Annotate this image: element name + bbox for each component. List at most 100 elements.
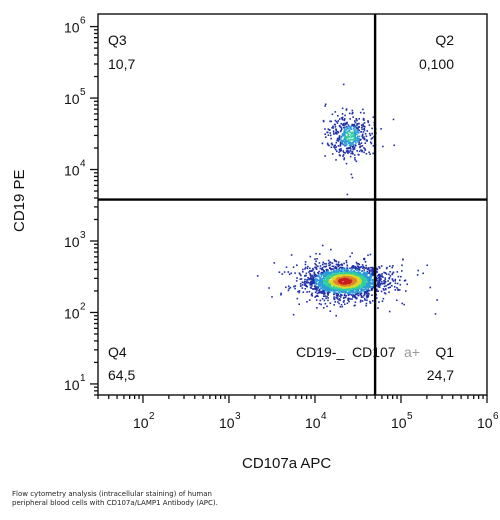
event-dot xyxy=(344,286,347,288)
event-dot xyxy=(370,138,373,140)
event-dot xyxy=(316,307,318,309)
event-dot xyxy=(349,140,351,142)
event-dot xyxy=(342,290,344,292)
event-dot xyxy=(350,173,353,176)
plot-frame xyxy=(97,13,488,396)
event-dot xyxy=(280,292,282,295)
y-tick-exponent: 4 xyxy=(80,159,86,170)
event-dot xyxy=(397,289,399,292)
event-dot xyxy=(337,287,339,290)
event-dot xyxy=(333,296,335,298)
y-axis-title: CD19 PE xyxy=(11,169,28,232)
event-dot xyxy=(361,136,364,139)
event-dot xyxy=(353,132,356,134)
event-dot xyxy=(329,120,331,123)
event-dot xyxy=(361,150,363,153)
event-dot xyxy=(338,154,341,156)
event-dot xyxy=(339,130,342,133)
event-dot xyxy=(348,283,351,286)
event-dot xyxy=(369,141,372,143)
event-dot xyxy=(364,149,367,151)
event-dot xyxy=(354,144,357,146)
event-dot xyxy=(349,118,351,120)
event-dot xyxy=(383,285,386,288)
event-dot xyxy=(350,271,353,274)
event-dot xyxy=(322,261,324,264)
event-dot xyxy=(313,279,315,282)
event-dot xyxy=(363,151,365,154)
event-dot xyxy=(383,281,386,284)
event-dot xyxy=(315,299,318,301)
event-dot xyxy=(344,276,346,279)
event-dot xyxy=(381,273,383,275)
event-dot xyxy=(371,289,373,291)
event-dot xyxy=(358,281,360,284)
event-dot xyxy=(335,278,338,280)
event-dot xyxy=(356,140,359,143)
event-dot xyxy=(327,282,330,284)
event-dot xyxy=(354,282,357,285)
event-dot xyxy=(338,286,340,289)
event-dot xyxy=(364,267,367,269)
event-dot xyxy=(371,279,374,281)
event-dot xyxy=(396,271,399,273)
event-dot xyxy=(346,265,349,267)
event-dot xyxy=(306,282,308,284)
event-dot xyxy=(348,133,350,136)
event-dot xyxy=(332,132,335,134)
event-dot xyxy=(342,154,345,156)
event-dot xyxy=(363,119,365,121)
event-dot xyxy=(316,258,318,260)
event-dot xyxy=(360,142,363,144)
event-dot xyxy=(334,148,337,151)
event-dot xyxy=(347,150,349,153)
event-dot xyxy=(385,267,388,270)
event-dot xyxy=(329,284,332,287)
event-dot xyxy=(376,271,379,273)
event-dot xyxy=(346,121,348,124)
event-dot xyxy=(354,134,356,137)
event-dot xyxy=(344,303,346,305)
event-dot xyxy=(316,294,318,297)
event-dot xyxy=(287,289,290,292)
event-dot xyxy=(359,145,361,148)
y-tick-label: 10 xyxy=(64,234,80,250)
event-dot xyxy=(273,262,276,264)
event-dot xyxy=(345,278,348,281)
event-dot xyxy=(378,301,380,303)
event-dot xyxy=(278,271,281,273)
event-dot xyxy=(429,286,432,289)
event-dot xyxy=(334,272,336,275)
event-dot xyxy=(327,299,329,302)
event-dot xyxy=(321,267,323,270)
event-dot xyxy=(333,290,336,293)
event-dot xyxy=(337,292,340,294)
event-dot xyxy=(332,127,335,129)
event-dot xyxy=(304,282,306,285)
event-dot xyxy=(371,272,374,275)
event-dot xyxy=(340,128,343,131)
event-dot xyxy=(364,279,367,282)
event-dot xyxy=(319,273,322,276)
event-dot xyxy=(314,266,316,269)
event-dot xyxy=(334,260,336,262)
event-dot xyxy=(363,129,366,131)
event-dot xyxy=(302,268,304,271)
event-dot xyxy=(326,274,329,276)
event-dot xyxy=(343,290,346,292)
event-dot xyxy=(344,122,346,125)
event-dot xyxy=(364,299,366,301)
event-dot xyxy=(351,272,354,274)
event-dot xyxy=(349,131,351,134)
event-dot xyxy=(343,143,345,146)
event-dot xyxy=(329,285,332,288)
event-dot xyxy=(327,269,329,271)
event-dot xyxy=(319,278,322,281)
event-dot xyxy=(312,288,315,290)
event-dot xyxy=(394,280,396,282)
event-dot xyxy=(321,278,323,280)
event-dot xyxy=(355,278,358,280)
event-dot xyxy=(341,288,344,291)
event-dot xyxy=(353,280,355,282)
event-dot xyxy=(388,291,390,293)
